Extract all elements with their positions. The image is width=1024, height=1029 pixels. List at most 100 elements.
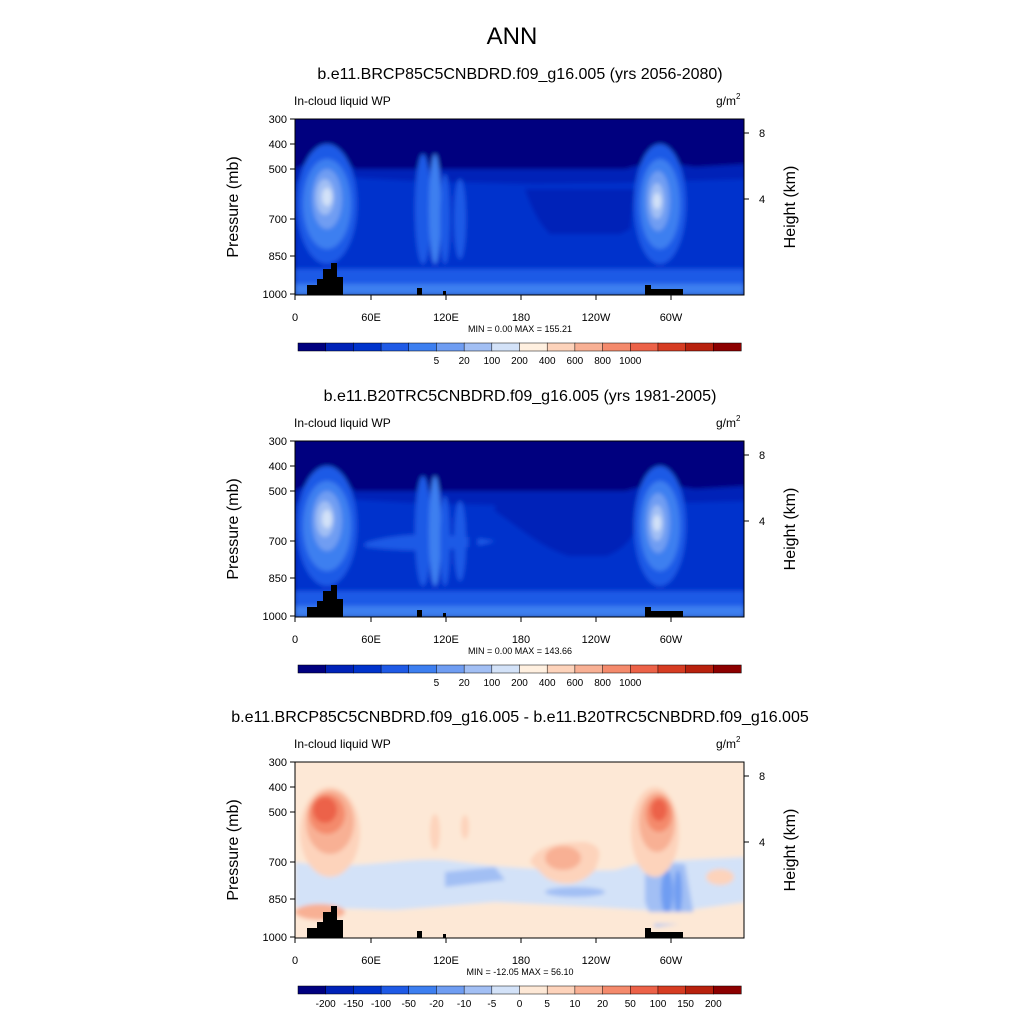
- colorbar-swatch: [519, 664, 548, 674]
- positive-core: [651, 799, 667, 821]
- colorbar-swatch: [630, 664, 659, 674]
- colorbar-swatch: [297, 985, 327, 995]
- x-tick-label: 0: [292, 634, 298, 646]
- colorbar-label: 800: [594, 678, 611, 689]
- colorbar-swatch: [353, 664, 382, 674]
- colorbar-swatch: [408, 664, 437, 674]
- y-axis-right: 84: [744, 450, 765, 528]
- plot-frame: [294, 440, 745, 618]
- positive-streak: [430, 814, 440, 850]
- colorbar-label: -20: [429, 999, 444, 1010]
- convective-streak: [429, 154, 441, 264]
- x-tick-label: 120W: [582, 955, 611, 967]
- units-superscript: 2: [736, 92, 741, 101]
- y-right-axis-title: Height (km): [782, 166, 799, 249]
- positive-core: [545, 846, 581, 870]
- colorbar-label: 400: [539, 356, 556, 367]
- contour-field: [295, 119, 744, 295]
- min-max-label: MIN = 0.00 MAX = 143.66: [468, 646, 572, 656]
- units-label: g/m: [716, 416, 736, 430]
- topography-island: [443, 291, 446, 295]
- y-axis-left: 300 400 500 700 850 1000: [263, 114, 295, 301]
- convective-streak: [415, 476, 431, 586]
- units-label: g/m: [716, 737, 736, 751]
- convective-core: [653, 515, 661, 531]
- convective-streak: [468, 516, 478, 576]
- colorbar-label: 1000: [619, 678, 642, 689]
- colorbar-swatch: [574, 342, 604, 352]
- colorbar-label: 200: [511, 678, 528, 689]
- contour-fill: [295, 441, 744, 617]
- topography-africa: [307, 906, 343, 938]
- positive-cell: [706, 869, 734, 885]
- y-axis-left: 300 400 500 700 850 1000: [263, 757, 295, 944]
- y-right-tick-label: 8: [759, 450, 765, 462]
- panel-title: b.e11.BRCP85C5CNBDRD.f09_g16.005 (yrs 20…: [317, 66, 722, 83]
- topography-island: [417, 610, 422, 617]
- y-tick-label: 1000: [263, 932, 287, 944]
- colorbar-swatch: [380, 664, 410, 674]
- min-max-label: MIN = 0.00 MAX = 155.21: [468, 324, 572, 334]
- colorbar-label: -10: [457, 999, 472, 1010]
- convective-streak: [454, 501, 466, 581]
- positive-core: [313, 797, 337, 823]
- y-tick-label: 300: [269, 436, 287, 448]
- colorbar-swatch: [353, 985, 382, 995]
- y-tick-label: 700: [269, 536, 287, 548]
- colorbar: 5 20 100 200 400 600 800 1000: [297, 342, 742, 367]
- y-right-tick-label: 4: [759, 194, 765, 206]
- colorbar-label: 5: [434, 356, 440, 367]
- colorbar-label: 800: [594, 356, 611, 367]
- colorbar-swatch: [602, 664, 631, 674]
- topography-mask: [307, 585, 683, 617]
- topography-island: [443, 613, 446, 617]
- colorbar-label: -150: [343, 999, 363, 1010]
- colorbar-swatch: [380, 985, 410, 995]
- y-axis-title: Pressure (mb): [225, 478, 242, 579]
- topography-africa: [307, 263, 343, 295]
- colorbar-swatch: [630, 985, 659, 995]
- negative-cell: [445, 867, 505, 887]
- colorbar-swatch: [436, 985, 465, 995]
- topography-mask: [307, 906, 683, 938]
- colorbar-label: 20: [597, 999, 609, 1010]
- colorbar-swatch: [463, 342, 493, 352]
- negative-core: [674, 870, 682, 914]
- y-axis-right: 84: [744, 771, 765, 849]
- y-tick-label: 300: [269, 757, 287, 769]
- panel-title: b.e11.B20TRC5CNBDRD.f09_g16.005 (yrs 198…: [324, 388, 717, 405]
- x-axis: 0 60E 120E 180 120W 60W: [292, 617, 683, 646]
- x-tick-label: 180: [512, 312, 530, 324]
- colorbar-swatch: [491, 664, 521, 674]
- colorbar-swatch: [657, 985, 687, 995]
- y-tick-label: 400: [269, 461, 287, 473]
- colorbar: -200 -150 -100 -50 -20 -10 -5 0 5 10 20 50 100 150 200: [297, 985, 742, 1010]
- colorbar-swatch: [436, 664, 465, 674]
- colorbar-swatch: [685, 985, 714, 995]
- chart-panel-2: b.e11.B20TRC5CNBDRD.f09_g16.005 (yrs 198…: [225, 388, 799, 689]
- x-tick-label: 120W: [582, 634, 611, 646]
- chart-panel-3: b.e11.BRCP85C5CNBDRD.f09_g16.005 - b.e11…: [225, 709, 809, 1010]
- topography-island: [417, 288, 422, 295]
- colorbar-swatch: [519, 985, 548, 995]
- colorbar-swatch: [491, 985, 521, 995]
- colorbar-label: 1000: [619, 356, 642, 367]
- units-label: g/m: [716, 94, 736, 108]
- colorbar-swatch: [297, 342, 327, 352]
- y-right-tick-label: 4: [759, 837, 765, 849]
- colorbar-label: 100: [650, 999, 667, 1010]
- y-right-axis-title: Height (km): [782, 809, 799, 892]
- colorbar-label: -50: [402, 999, 417, 1010]
- topography-africa: [307, 585, 343, 617]
- y-axis-right: 84: [744, 128, 765, 206]
- variable-name: In-cloud liquid WP: [294, 737, 391, 751]
- colorbar-label: 5: [434, 678, 440, 689]
- y-right-axis-title: Height (km): [782, 488, 799, 571]
- colorbar-swatch: [602, 342, 631, 352]
- colorbar-label: 200: [705, 999, 722, 1010]
- topography-island: [417, 931, 422, 938]
- colorbar-label: 100: [483, 678, 500, 689]
- positive-streak: [461, 815, 469, 839]
- y-tick-label: 850: [269, 573, 287, 585]
- topography-andes: [645, 928, 683, 938]
